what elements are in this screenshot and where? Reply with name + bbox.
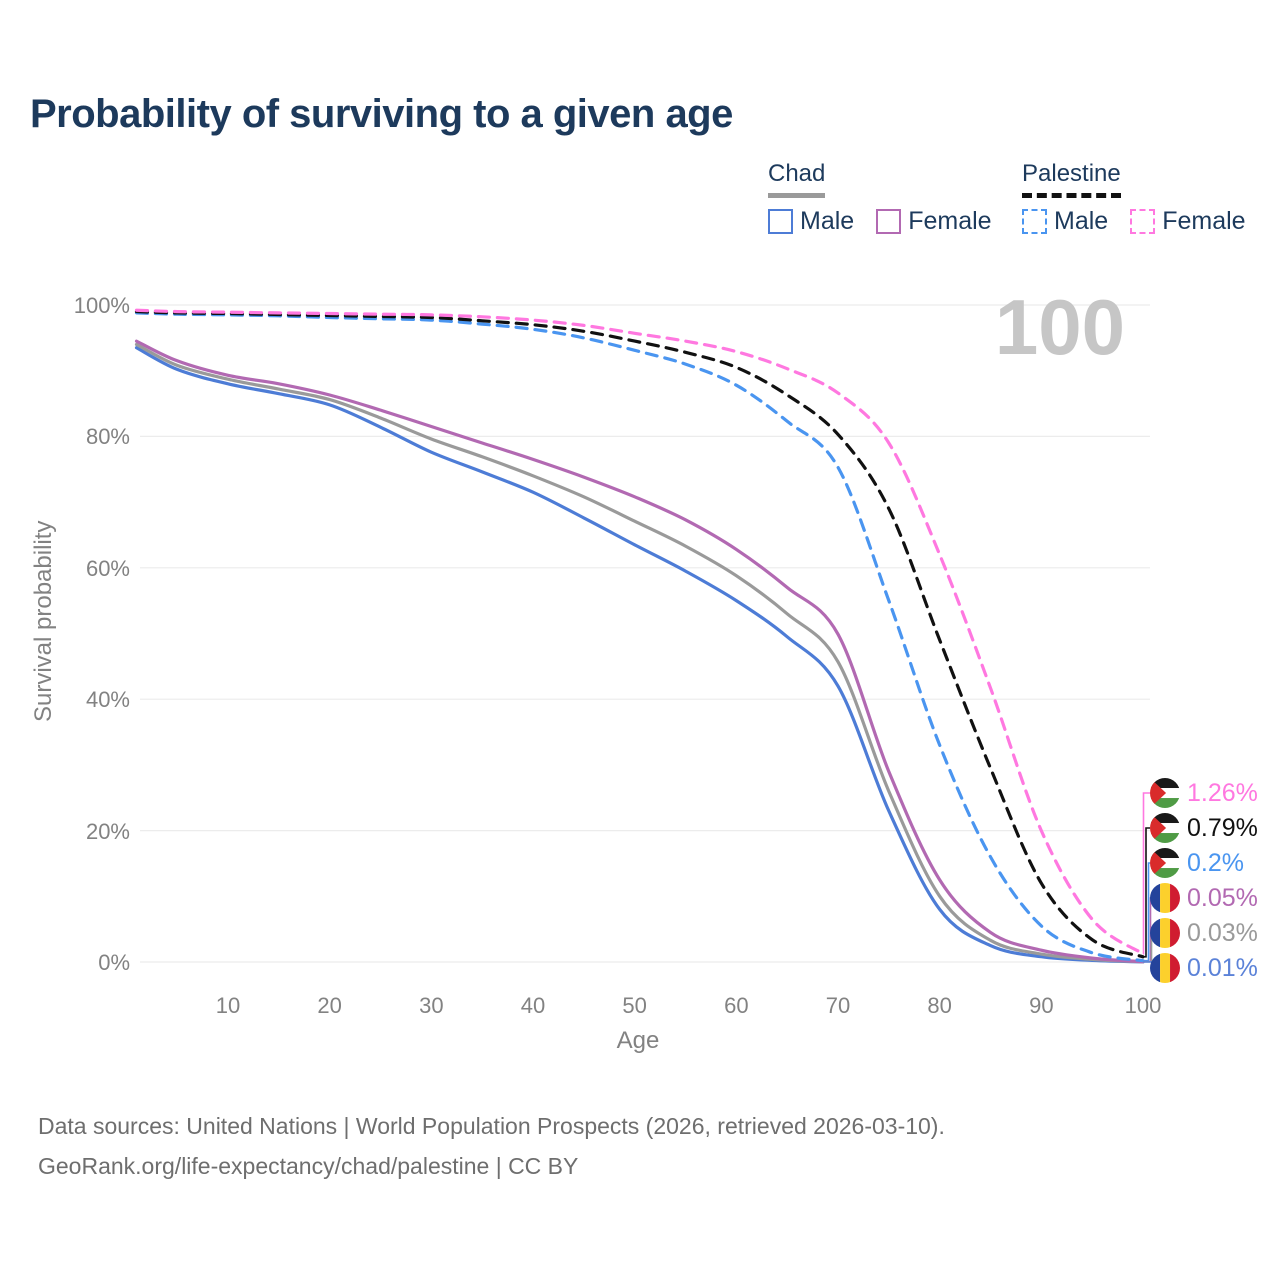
end-label-row: 0.2% [1150, 846, 1244, 880]
legend-item-label: Female [1162, 207, 1246, 235]
palestine-flag-icon [1150, 813, 1180, 843]
legend-item-chad-male[interactable]: Male [768, 207, 854, 236]
legend-item-label: Male [800, 207, 855, 235]
leader-line [1142, 792, 1154, 955]
legend-item-palestine-male[interactable]: Male [1022, 207, 1108, 236]
series-line-palestine-female [134, 308, 1145, 956]
legend-country-label: Palestine [1022, 160, 1121, 198]
x-tick-label: 70 [825, 993, 851, 1018]
end-label-value: 0.01% [1187, 953, 1258, 982]
legend-group-chad: Chad Male Female [768, 160, 1014, 236]
x-tick-label: 50 [622, 993, 647, 1018]
end-label-value: 0.05% [1187, 883, 1258, 912]
chart-title: Probability of surviving to a given age [30, 92, 733, 136]
legend-country-label: Chad [768, 160, 826, 198]
source-line-2: GeoRank.org/life-expectancy/chad/palesti… [38, 1153, 579, 1179]
y-tick-label: 80% [85, 424, 130, 450]
y-tick-label: 40% [85, 687, 130, 713]
y-tick-label: 0% [98, 950, 130, 975]
legend-swatch-icon [876, 209, 902, 234]
chad-flag-icon [1150, 918, 1180, 948]
y-tick-label: 100% [73, 293, 130, 318]
x-tick-label: 80 [927, 993, 952, 1018]
palestine-flag-icon [1150, 848, 1180, 878]
leader-line [1143, 827, 1154, 958]
x-tick-label: 30 [419, 993, 444, 1018]
end-label-row: 0.79% [1150, 811, 1258, 845]
end-label-row: 1.26% [1150, 776, 1258, 810]
series-line-chad-both-sexes [134, 342, 1145, 964]
legend-item-palestine-female[interactable]: Female [1130, 207, 1246, 236]
x-tick-label: 20 [317, 993, 342, 1018]
legend-swatch-icon [768, 209, 793, 234]
x-tick-label: 60 [724, 993, 749, 1018]
legend-item-label: Female [908, 207, 992, 235]
age-counter-watermark: 100 [994, 283, 1125, 371]
x-tick-label: 10 [215, 993, 241, 1018]
legend-item-chad-female[interactable]: Female [876, 207, 992, 236]
y-tick-label: 60% [85, 555, 130, 581]
end-label-row: 0.03% [1150, 916, 1258, 950]
end-label-value: 1.26% [1187, 778, 1258, 807]
series-line-chad-female [134, 339, 1145, 964]
x-axis-title: Age [616, 1027, 660, 1054]
legend-swatch-icon [1022, 209, 1047, 234]
palestine-flag-icon [1150, 778, 1180, 808]
x-tick-label: 40 [520, 993, 546, 1018]
series-line-palestine-both-sexes [134, 309, 1145, 959]
end-label-row: 0.05% [1150, 881, 1258, 915]
source-note: Data sources: United Nations | World Pop… [38, 1106, 945, 1186]
end-label-value: 0.79% [1187, 813, 1258, 842]
x-tick-label: 100 [1124, 993, 1162, 1018]
y-axis-title: Survival probability [30, 520, 57, 723]
y-tick-label: 20% [85, 818, 130, 844]
end-label-value: 0.2% [1187, 848, 1244, 877]
chad-flag-icon [1150, 883, 1180, 913]
chad-flag-icon [1150, 953, 1180, 983]
series-line-palestine-male [134, 311, 1145, 963]
x-tick-label: 90 [1029, 993, 1054, 1018]
end-label-row: 0.01% [1150, 951, 1258, 985]
legend-item-label: Male [1054, 207, 1109, 235]
series-line-chad-male [134, 346, 1145, 964]
legend-swatch-icon [1130, 209, 1156, 234]
source-line-1: Data sources: United Nations | World Pop… [38, 1113, 945, 1139]
end-label-value: 0.03% [1187, 918, 1258, 947]
legend-group-palestine: Palestine Male Female [1022, 160, 1268, 236]
